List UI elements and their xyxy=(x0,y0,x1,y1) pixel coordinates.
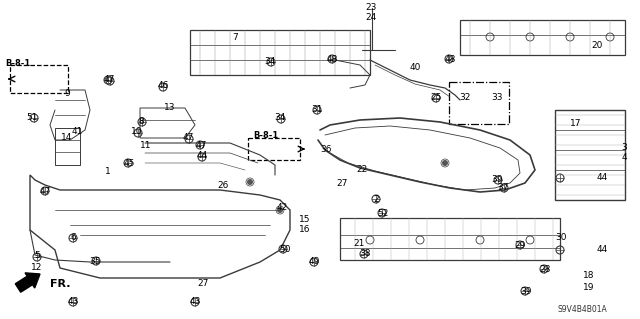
Text: 48: 48 xyxy=(444,55,456,63)
Text: 42: 42 xyxy=(276,204,287,212)
Text: 23: 23 xyxy=(365,4,377,12)
Text: 38: 38 xyxy=(359,249,371,257)
Text: FR.: FR. xyxy=(50,279,70,289)
Text: 13: 13 xyxy=(164,103,176,113)
Text: 48: 48 xyxy=(326,55,338,63)
Text: 5: 5 xyxy=(34,251,40,261)
Text: 10: 10 xyxy=(131,128,143,137)
Text: 24: 24 xyxy=(365,13,376,23)
Text: 22: 22 xyxy=(356,165,367,174)
Circle shape xyxy=(442,160,448,166)
Text: 21: 21 xyxy=(353,239,365,248)
Text: 12: 12 xyxy=(31,263,43,272)
Text: 47: 47 xyxy=(195,140,207,150)
Text: 34: 34 xyxy=(275,114,285,122)
Text: 20: 20 xyxy=(591,41,603,49)
Text: 25: 25 xyxy=(430,93,442,102)
Text: 30: 30 xyxy=(556,233,567,241)
Text: 9: 9 xyxy=(64,90,70,99)
Text: 36: 36 xyxy=(320,145,332,153)
Text: 7: 7 xyxy=(232,33,238,41)
Text: 19: 19 xyxy=(583,283,595,292)
Text: 27: 27 xyxy=(336,179,348,188)
Text: 4: 4 xyxy=(621,153,627,162)
Text: B-8-1: B-8-1 xyxy=(253,131,278,140)
Text: 2: 2 xyxy=(373,195,379,204)
Text: 32: 32 xyxy=(460,93,470,101)
Text: 37: 37 xyxy=(497,183,509,192)
Text: 33: 33 xyxy=(492,93,503,101)
Text: 26: 26 xyxy=(218,182,228,190)
FancyArrow shape xyxy=(15,273,40,292)
Text: B-8-1: B-8-1 xyxy=(5,59,30,68)
Text: 44: 44 xyxy=(596,246,607,255)
Text: 6: 6 xyxy=(70,233,76,241)
Text: 17: 17 xyxy=(570,120,582,129)
Text: 28: 28 xyxy=(540,264,550,273)
Text: 47: 47 xyxy=(182,133,194,143)
Text: 44: 44 xyxy=(596,174,607,182)
Bar xyxy=(10,65,68,93)
Text: 14: 14 xyxy=(61,132,73,142)
Text: 11: 11 xyxy=(140,142,152,151)
Text: 39: 39 xyxy=(520,286,532,295)
Text: 47: 47 xyxy=(103,76,115,85)
Text: 50: 50 xyxy=(279,244,291,254)
Circle shape xyxy=(247,179,253,185)
Text: 27: 27 xyxy=(197,279,209,288)
Text: 16: 16 xyxy=(300,225,311,234)
Text: 43: 43 xyxy=(189,296,201,306)
Text: 46: 46 xyxy=(157,81,169,91)
Text: 43: 43 xyxy=(67,296,79,306)
Text: 44: 44 xyxy=(196,152,207,160)
Text: 34: 34 xyxy=(264,57,276,66)
Text: 15: 15 xyxy=(300,214,311,224)
Bar xyxy=(248,138,300,160)
Text: 31: 31 xyxy=(311,106,323,115)
Text: 52: 52 xyxy=(378,209,388,218)
Text: 8: 8 xyxy=(138,116,144,125)
Text: 47: 47 xyxy=(39,187,51,196)
Text: 1: 1 xyxy=(105,167,111,176)
Text: 3: 3 xyxy=(621,144,627,152)
Text: 49: 49 xyxy=(308,257,320,266)
Text: S9V4B4B01A: S9V4B4B01A xyxy=(557,305,607,314)
Text: 39: 39 xyxy=(492,175,503,184)
Text: 45: 45 xyxy=(124,159,134,167)
Circle shape xyxy=(277,207,283,213)
Text: 18: 18 xyxy=(583,271,595,280)
Text: 35: 35 xyxy=(89,256,100,265)
Bar xyxy=(449,82,509,124)
Text: 41: 41 xyxy=(71,127,83,136)
Text: 51: 51 xyxy=(26,114,38,122)
Text: 40: 40 xyxy=(410,63,420,71)
Text: 29: 29 xyxy=(515,241,525,249)
